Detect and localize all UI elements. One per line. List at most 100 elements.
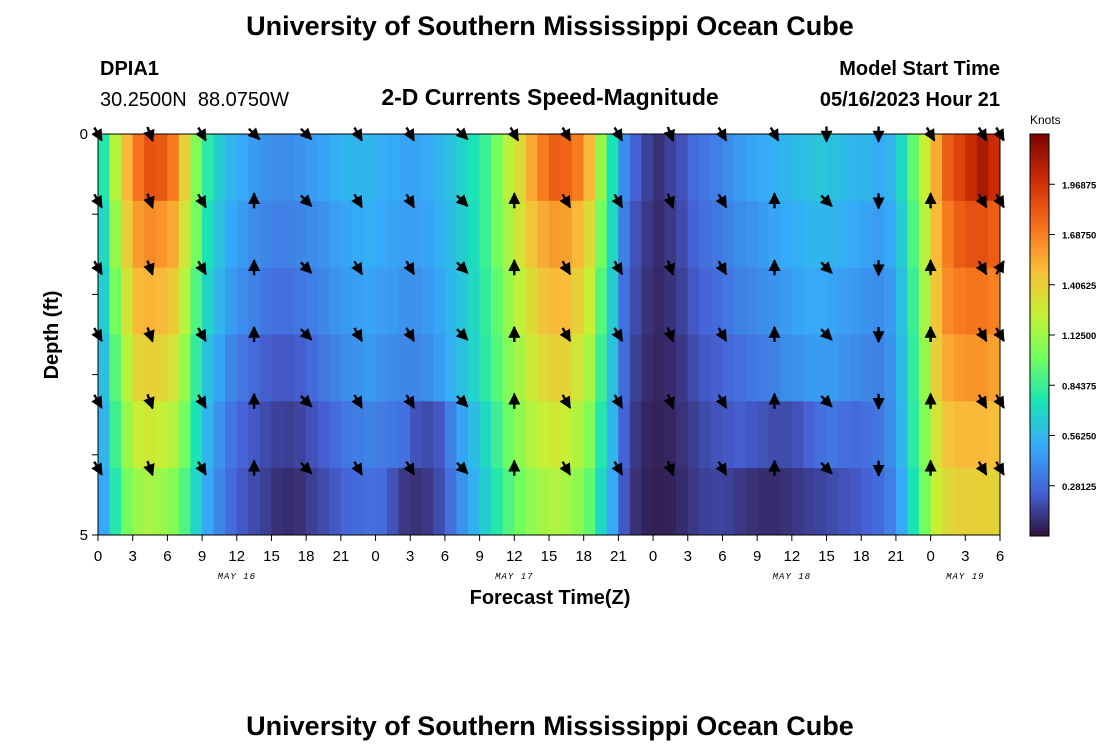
heatmap-cell — [803, 468, 816, 536]
current-arrow — [975, 394, 988, 409]
heatmap-cell — [757, 200, 770, 269]
heatmap-cell — [340, 134, 353, 202]
footer-title: University of Southern Mississippi Ocean… — [246, 711, 854, 741]
heatmap-cell — [757, 334, 770, 402]
heatmap-cell — [421, 200, 434, 269]
heatmap-cell — [780, 468, 793, 536]
heatmap-cell — [444, 334, 457, 402]
heatmap-cell — [121, 200, 133, 269]
heatmap-cell — [803, 200, 816, 269]
current-arrow — [715, 193, 728, 209]
heatmap-cell — [710, 401, 723, 469]
heatmap-cell — [595, 401, 608, 469]
heatmap-cell — [838, 267, 850, 335]
heatmap-cell — [918, 468, 931, 536]
heatmap-cell — [560, 267, 573, 335]
heatmap-cell — [629, 334, 642, 402]
heatmap-cell — [710, 200, 723, 269]
heatmap-cell — [144, 401, 157, 469]
heatmap-cell — [271, 401, 284, 469]
heatmap-cell — [282, 334, 295, 402]
current-arrow — [195, 193, 207, 209]
heatmap-cell — [965, 200, 978, 269]
current-arrow — [455, 194, 469, 207]
heatmap-cell — [387, 134, 399, 202]
current-arrow — [559, 260, 572, 276]
heatmap-cell — [525, 134, 538, 202]
date-label: MAY 16 — [218, 572, 256, 582]
heatmap-cell — [537, 134, 550, 202]
current-arrow — [559, 461, 572, 476]
heatmap-cell — [317, 334, 330, 402]
heatmap-cell — [467, 334, 480, 402]
heatmap-cell — [930, 468, 943, 536]
current-arrow — [195, 327, 207, 343]
heatmap-cell — [722, 134, 735, 202]
heatmap-cell — [271, 200, 284, 269]
heatmap-cell — [155, 468, 168, 536]
colorbar-ticks: 1.96875 1.68750 1.40625 1.12500 0.84375 0.562… — [1049, 180, 1097, 493]
date-label: MAY 17 — [495, 572, 533, 582]
heatmap-cell — [213, 468, 226, 536]
heatmap-cell — [687, 334, 700, 402]
x-tick-label: 6 — [163, 548, 171, 565]
heatmap-cell — [953, 401, 966, 469]
x-tick-label: 0 — [371, 548, 379, 565]
heatmap-cell — [572, 334, 584, 402]
heatmap-cell — [826, 401, 839, 469]
heatmap-cell — [814, 401, 827, 469]
heatmap-cell — [710, 267, 723, 335]
heatmap-cell — [479, 401, 492, 469]
x-tick-label: 3 — [406, 548, 414, 565]
heatmap-cell — [190, 401, 203, 469]
current-arrow — [403, 193, 416, 209]
heatmap-cell — [398, 468, 411, 536]
heatmap-cell — [965, 334, 978, 402]
heatmap-cell — [225, 134, 238, 202]
heatmap-cell — [97, 401, 110, 469]
x-tick-label: 6 — [718, 548, 726, 565]
heatmap-cell — [988, 134, 1001, 202]
current-arrow — [455, 261, 469, 274]
x-tick-label: 0 — [94, 548, 102, 565]
heatmap-cell — [306, 134, 319, 202]
heatmap-cell — [167, 468, 180, 536]
heatmap-cell — [155, 200, 168, 269]
heatmap-cell — [618, 267, 631, 335]
heatmap-cell — [826, 134, 839, 202]
heatmap-cell — [722, 267, 735, 335]
heatmap-cell — [780, 200, 793, 269]
current-arrow — [819, 327, 833, 341]
heatmap-cell — [641, 401, 654, 469]
heatmap-cell — [814, 267, 827, 335]
heatmap-cell — [271, 134, 284, 202]
colorbar-tick-label: 0.28125 — [1062, 482, 1097, 493]
heatmap-cell — [733, 200, 746, 269]
heatmap-cell — [699, 334, 712, 402]
heatmap-cell — [201, 200, 214, 269]
heatmap-cell — [791, 200, 804, 269]
current-arrow — [403, 394, 416, 409]
x-tick-label: 21 — [888, 548, 905, 565]
heatmap-cell — [97, 267, 110, 335]
heatmap-cell — [97, 334, 110, 402]
current-arrow — [663, 460, 675, 477]
heatmap-cell — [872, 401, 885, 469]
date-label: MAY 18 — [773, 572, 811, 582]
heatmap-cell — [676, 134, 689, 202]
heatmap-cell — [548, 200, 561, 269]
heatmap-cell — [884, 200, 897, 269]
heatmap-cell — [132, 334, 145, 402]
heatmap-cell — [976, 267, 989, 335]
x-tick-label: 15 — [541, 548, 558, 565]
heatmap-cell — [387, 334, 399, 402]
current-arrow — [143, 393, 155, 410]
x-tick-label: 18 — [575, 548, 592, 565]
heatmap-cell — [525, 468, 538, 536]
heatmap-cell — [791, 468, 804, 536]
heatmap-cell — [757, 401, 770, 469]
heatmap-cell — [444, 134, 457, 202]
heatmap-cell — [838, 401, 850, 469]
heatmap-cell — [780, 134, 793, 202]
heatmap-cell — [213, 334, 226, 402]
